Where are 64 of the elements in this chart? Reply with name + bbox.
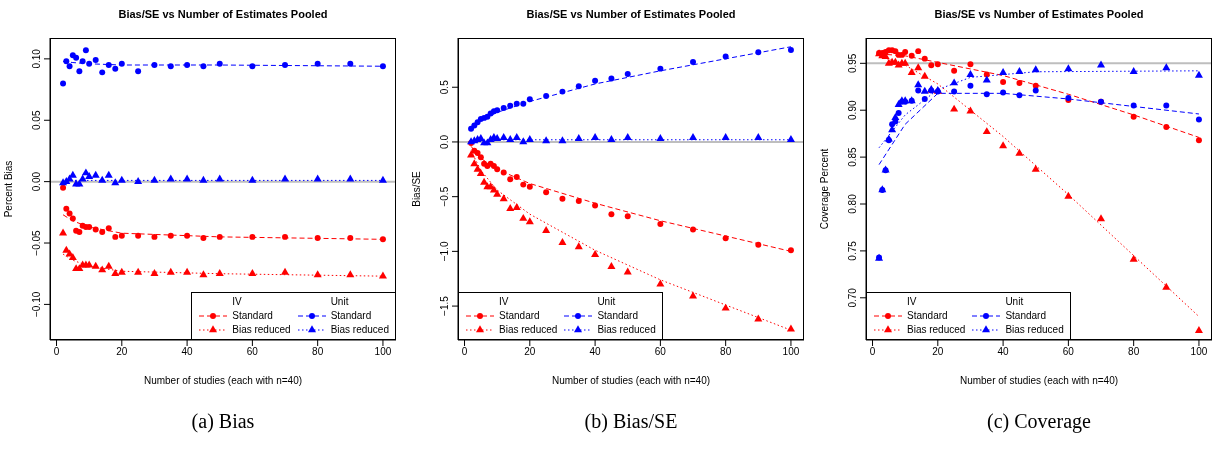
x-tick-label: 0 [53,346,60,358]
x-tick-label: 40 [997,346,1010,358]
chart-title: Bias/SE vs Number of Estimates Pooled [933,8,1145,20]
y-tick-label: 0.0 [439,134,450,149]
y-tick-label: 0.10 [31,48,42,69]
x-tick-label: 60 [654,346,667,358]
text: (a) Bias [190,410,256,433]
y-tick-label: 0.05 [31,110,42,130]
legend-label: Bias reduced [1005,323,1064,337]
x-tick-label: 100 [1190,346,1208,358]
y-axis-title: Percent Bias [2,160,14,218]
y-tick-label: 0.90 [847,100,858,120]
legend-label: Standard [597,309,638,323]
y-tick-label: 0.80 [847,193,858,214]
x-tick-label: 40 [589,346,602,358]
chart-title: Bias/SE vs Number of Estimates Pooled [525,8,737,20]
y-axis-title: Bias/SE [410,170,422,207]
x-tick-label: 80 [1128,346,1140,358]
x-tick-label: 20 [116,346,128,358]
annotation: Unit [1004,295,1025,309]
text: (b) Bias/SE [583,410,679,433]
y-tick-label: 0.75 [847,240,858,261]
y-tick-label: 0.95 [847,53,858,74]
y-tick-label: −0.5 [439,186,450,207]
legend-label: Standard [499,309,540,323]
x-tick-label: 0 [869,346,876,358]
legend-label: Bias reduced [330,323,389,337]
legend-label: Standard [1005,309,1046,323]
x-tick-label: 80 [720,346,732,358]
y-tick-label: −0.10 [31,291,42,318]
legend-label: Standard [907,309,948,323]
y-tick-label: −1.5 [439,295,450,316]
y-axis-title: Coverage Percent [818,148,830,230]
y-tick-label: −1.0 [439,241,450,262]
annotation: IV [906,295,918,309]
x-axis-title: Number of studies (each with n=40) [551,375,711,386]
x-tick-label: 60 [246,346,259,358]
legend-label: Standard [330,309,372,323]
legend-label: Standard [232,309,273,323]
text: (c) Coverage [986,410,1092,433]
x-tick-label: 20 [932,346,944,358]
x-tick-label: 100 [782,346,800,358]
x-tick-label: 0 [461,346,468,358]
x-tick-label: 60 [1062,346,1075,358]
x-axis-title: Number of studies (each with n=40) [143,375,303,386]
annotation: IV [231,295,243,309]
y-tick-label: −0.05 [31,229,42,256]
x-tick-label: 40 [181,346,194,358]
x-axis-title: Number of studies (each with n=40) [959,375,1119,386]
legend-label: Bias reduced [597,323,656,337]
legend-label: Bias reduced [907,323,966,337]
x-tick-label: 80 [312,346,324,358]
y-tick-label: 0.5 [439,79,450,95]
chart-title: Bias/SE vs Number of Estimates Pooled [117,8,329,20]
legend-label: Bias reduced [499,323,558,337]
x-tick-label: 20 [524,346,536,358]
annotation: Unit [596,295,617,309]
annotation: IV [498,295,510,309]
x-tick-label: 100 [374,346,392,358]
legend-label: Bias reduced [232,323,291,337]
y-tick-label: 0.85 [847,146,858,167]
y-tick-label: 0.00 [31,171,42,192]
y-tick-label: 0.70 [847,287,858,308]
annotation: Unit [329,295,350,309]
